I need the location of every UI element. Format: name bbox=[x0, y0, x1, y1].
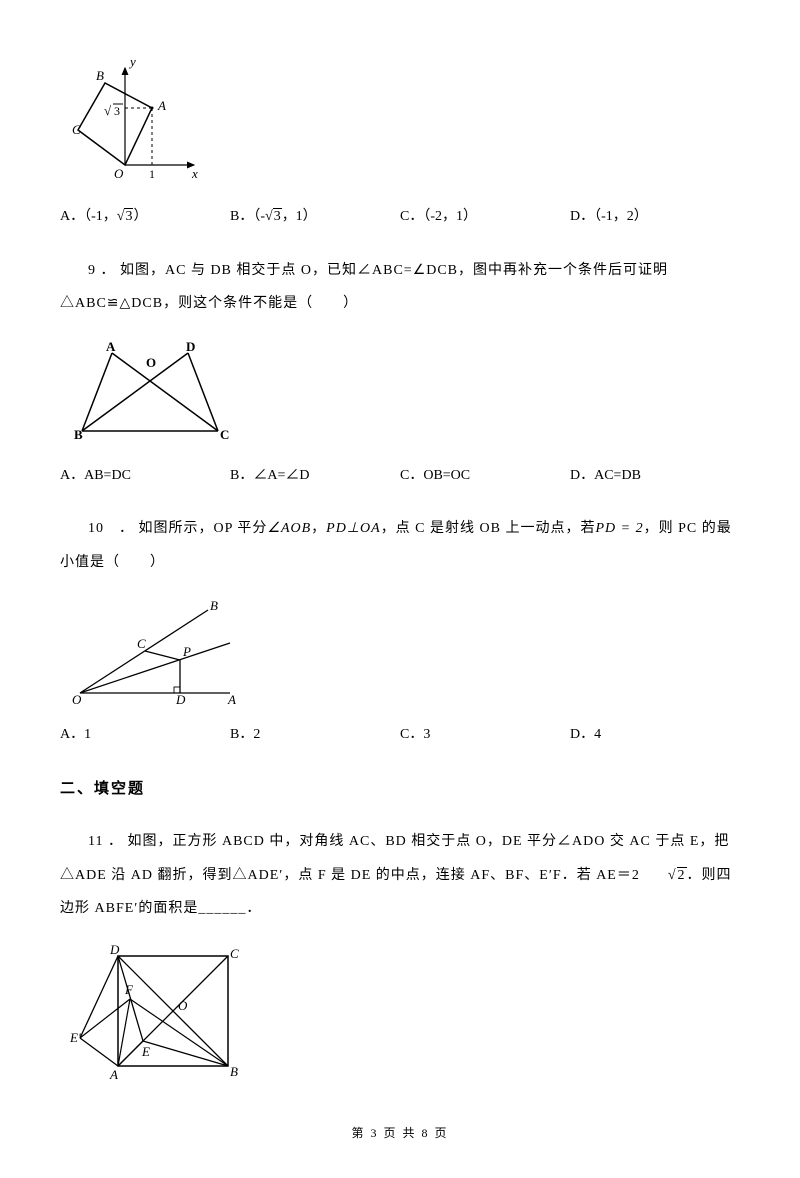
q9-option-a: A．AB=DC bbox=[60, 459, 230, 493]
q11-figure: D C A B O E F E′ bbox=[70, 944, 740, 1094]
q11-c: C bbox=[230, 946, 239, 961]
q11-text: 11 ． 如图，正方形 ABCD 中，对角线 AC、BD 相交于点 O，DE 平… bbox=[60, 825, 740, 926]
q10-m2: PD⊥OA bbox=[326, 521, 381, 536]
point-b: B bbox=[96, 68, 104, 83]
q9-b: B bbox=[74, 427, 83, 442]
q8-options: A．（-1，3） B．（-3，1） C．（-2，1） D．（-1，2） bbox=[60, 200, 740, 234]
q11-body-before: 如图，正方形 ABCD 中，对角线 AC、BD 相交于点 O，DE 平分∠ADO… bbox=[60, 834, 729, 883]
q9-o: O bbox=[146, 355, 156, 370]
q8-option-a: A．（-1，3） bbox=[60, 200, 230, 234]
q11-f: F bbox=[124, 982, 134, 997]
q11-o: O bbox=[178, 998, 188, 1013]
q9-c: C bbox=[220, 427, 229, 442]
q10-t2: ， bbox=[311, 521, 326, 536]
q10-number: 10 ． bbox=[88, 521, 134, 536]
q10-option-b: B．2 bbox=[230, 718, 400, 752]
q10-p: P bbox=[182, 644, 191, 659]
q8-option-c: C．（-2，1） bbox=[400, 200, 570, 234]
q11-e: E bbox=[141, 1044, 150, 1059]
coord-square-svg: y x O 1 A B C √ 3 bbox=[70, 60, 200, 190]
q10-b: B bbox=[210, 598, 218, 613]
q10-figure: O A D B P C bbox=[70, 598, 740, 708]
q9-option-c: C．OB=OC bbox=[400, 459, 570, 493]
q9-figure: A D B C O bbox=[70, 339, 740, 449]
svg-text:3: 3 bbox=[114, 104, 120, 118]
point-c: C bbox=[72, 122, 81, 137]
q11-d: D bbox=[109, 944, 120, 957]
q10-a: A bbox=[227, 692, 236, 707]
q9-option-d: D．AC=DB bbox=[570, 459, 740, 493]
q10-options: A．1 B．2 C．3 D．4 bbox=[60, 718, 740, 752]
q10-option-a: A．1 bbox=[60, 718, 230, 752]
q10-o: O bbox=[72, 692, 82, 707]
q8-figure: y x O 1 A B C √ 3 bbox=[70, 60, 740, 190]
y-axis-label: y bbox=[128, 60, 136, 69]
q10-d: D bbox=[175, 692, 186, 707]
svg-text:√: √ bbox=[104, 103, 112, 118]
q11-b: B bbox=[230, 1064, 238, 1079]
triangle-congruent-svg: A D B C O bbox=[70, 339, 240, 449]
q10-t1: 如图所示，OP 平分 bbox=[139, 521, 268, 536]
q10-c: C bbox=[137, 636, 146, 651]
q10-m1: ∠AOB bbox=[267, 521, 311, 536]
q10-m3: PD = 2 bbox=[595, 521, 643, 536]
x-axis-label: x bbox=[191, 166, 198, 181]
q9-text: 9 ． 如图，AC 与 DB 相交于点 O，已知∠ABC=∠DCB，图中再补充一… bbox=[60, 254, 740, 321]
origin-label: O bbox=[114, 166, 124, 181]
point-a: A bbox=[157, 98, 166, 113]
q11-ep: E′ bbox=[70, 1030, 81, 1045]
q11-sqrt: 2 bbox=[677, 867, 687, 883]
q9-options: A．AB=DC B．∠A=∠D C．OB=OC D．AC=DB bbox=[60, 459, 740, 493]
square-fold-svg: D C A B O E F E′ bbox=[70, 944, 245, 1094]
one-label: 1 bbox=[149, 167, 155, 181]
q9-d: D bbox=[186, 339, 195, 354]
q11-a: A bbox=[109, 1067, 118, 1082]
q10-t3: ，点 C 是射线 OB 上一动点，若 bbox=[381, 521, 596, 536]
page-footer: 第 3 页 共 8 页 bbox=[60, 1119, 740, 1148]
angle-bisector-svg: O A D B P C bbox=[70, 598, 240, 708]
q9-body: 如图，AC 与 DB 相交于点 O，已知∠ABC=∠DCB，图中再补充一个条件后… bbox=[60, 263, 668, 312]
q9-a: A bbox=[106, 339, 116, 354]
q10-option-c: C．3 bbox=[400, 718, 570, 752]
q10-text: 10 ． 如图所示，OP 平分∠AOB，PD⊥OA，点 C 是射线 OB 上一动… bbox=[60, 512, 740, 579]
q8-option-d: D．（-1，2） bbox=[570, 200, 740, 234]
q10-option-d: D．4 bbox=[570, 718, 740, 752]
q9-number: 9 ． bbox=[88, 263, 116, 278]
q8-option-b: B．（-3，1） bbox=[230, 200, 400, 234]
q11-number: 11 ． bbox=[88, 834, 123, 849]
q9-option-b: B．∠A=∠D bbox=[230, 459, 400, 493]
section-2-title: 二、填空题 bbox=[60, 771, 740, 807]
